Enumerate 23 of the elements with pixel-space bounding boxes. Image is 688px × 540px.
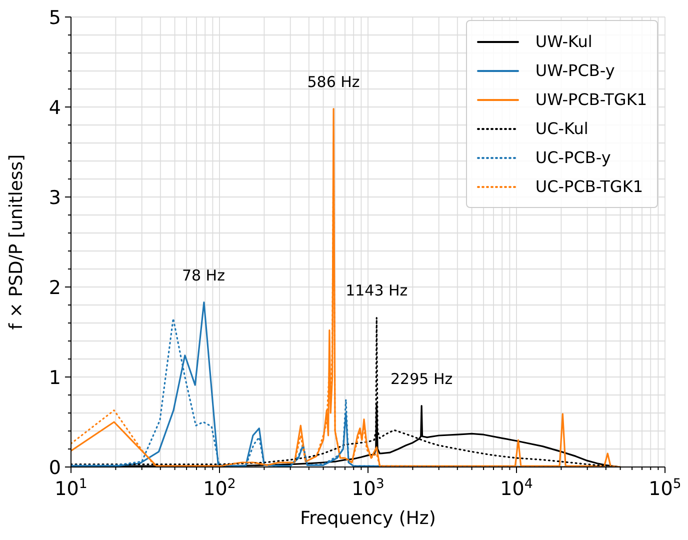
y-axis-title: f × PSD/P [unitless]: [6, 154, 27, 330]
x-tick-label: 10$^{4}$: [500, 476, 533, 500]
x-tick-label: 10$^{2}$: [203, 476, 236, 500]
legend-label: UW-PCB-y: [535, 61, 615, 80]
y-tick-label: 5: [48, 7, 61, 29]
y-tick-label: 3: [48, 187, 61, 209]
x-axis-title: Frequency (Hz): [300, 508, 436, 529]
legend-label: UW-PCB-TGK1: [535, 90, 647, 109]
annotation: 2295 Hz: [390, 370, 453, 388]
legend-label: UC-PCB-y: [535, 148, 611, 167]
legend-label: UC-Kul: [535, 119, 588, 138]
annotation: 1143 Hz: [346, 282, 408, 300]
y-tick-label: 4: [48, 97, 61, 119]
x-tick-label: 10$^{3}$: [352, 476, 384, 500]
y-tick-label: 0: [48, 457, 61, 479]
legend-label: UC-PCB-TGK1: [535, 177, 643, 196]
y-tick-label: 2: [48, 277, 61, 299]
x-tick-label: 10$^{5}$: [648, 476, 682, 500]
x-tick-label: 10$^{1}$: [54, 476, 88, 500]
annotation: 586 Hz: [307, 72, 360, 91]
y-tick-label: 1: [48, 367, 61, 389]
legend-label: UW-Kul: [535, 32, 592, 51]
annotation: 78 Hz: [182, 266, 226, 284]
